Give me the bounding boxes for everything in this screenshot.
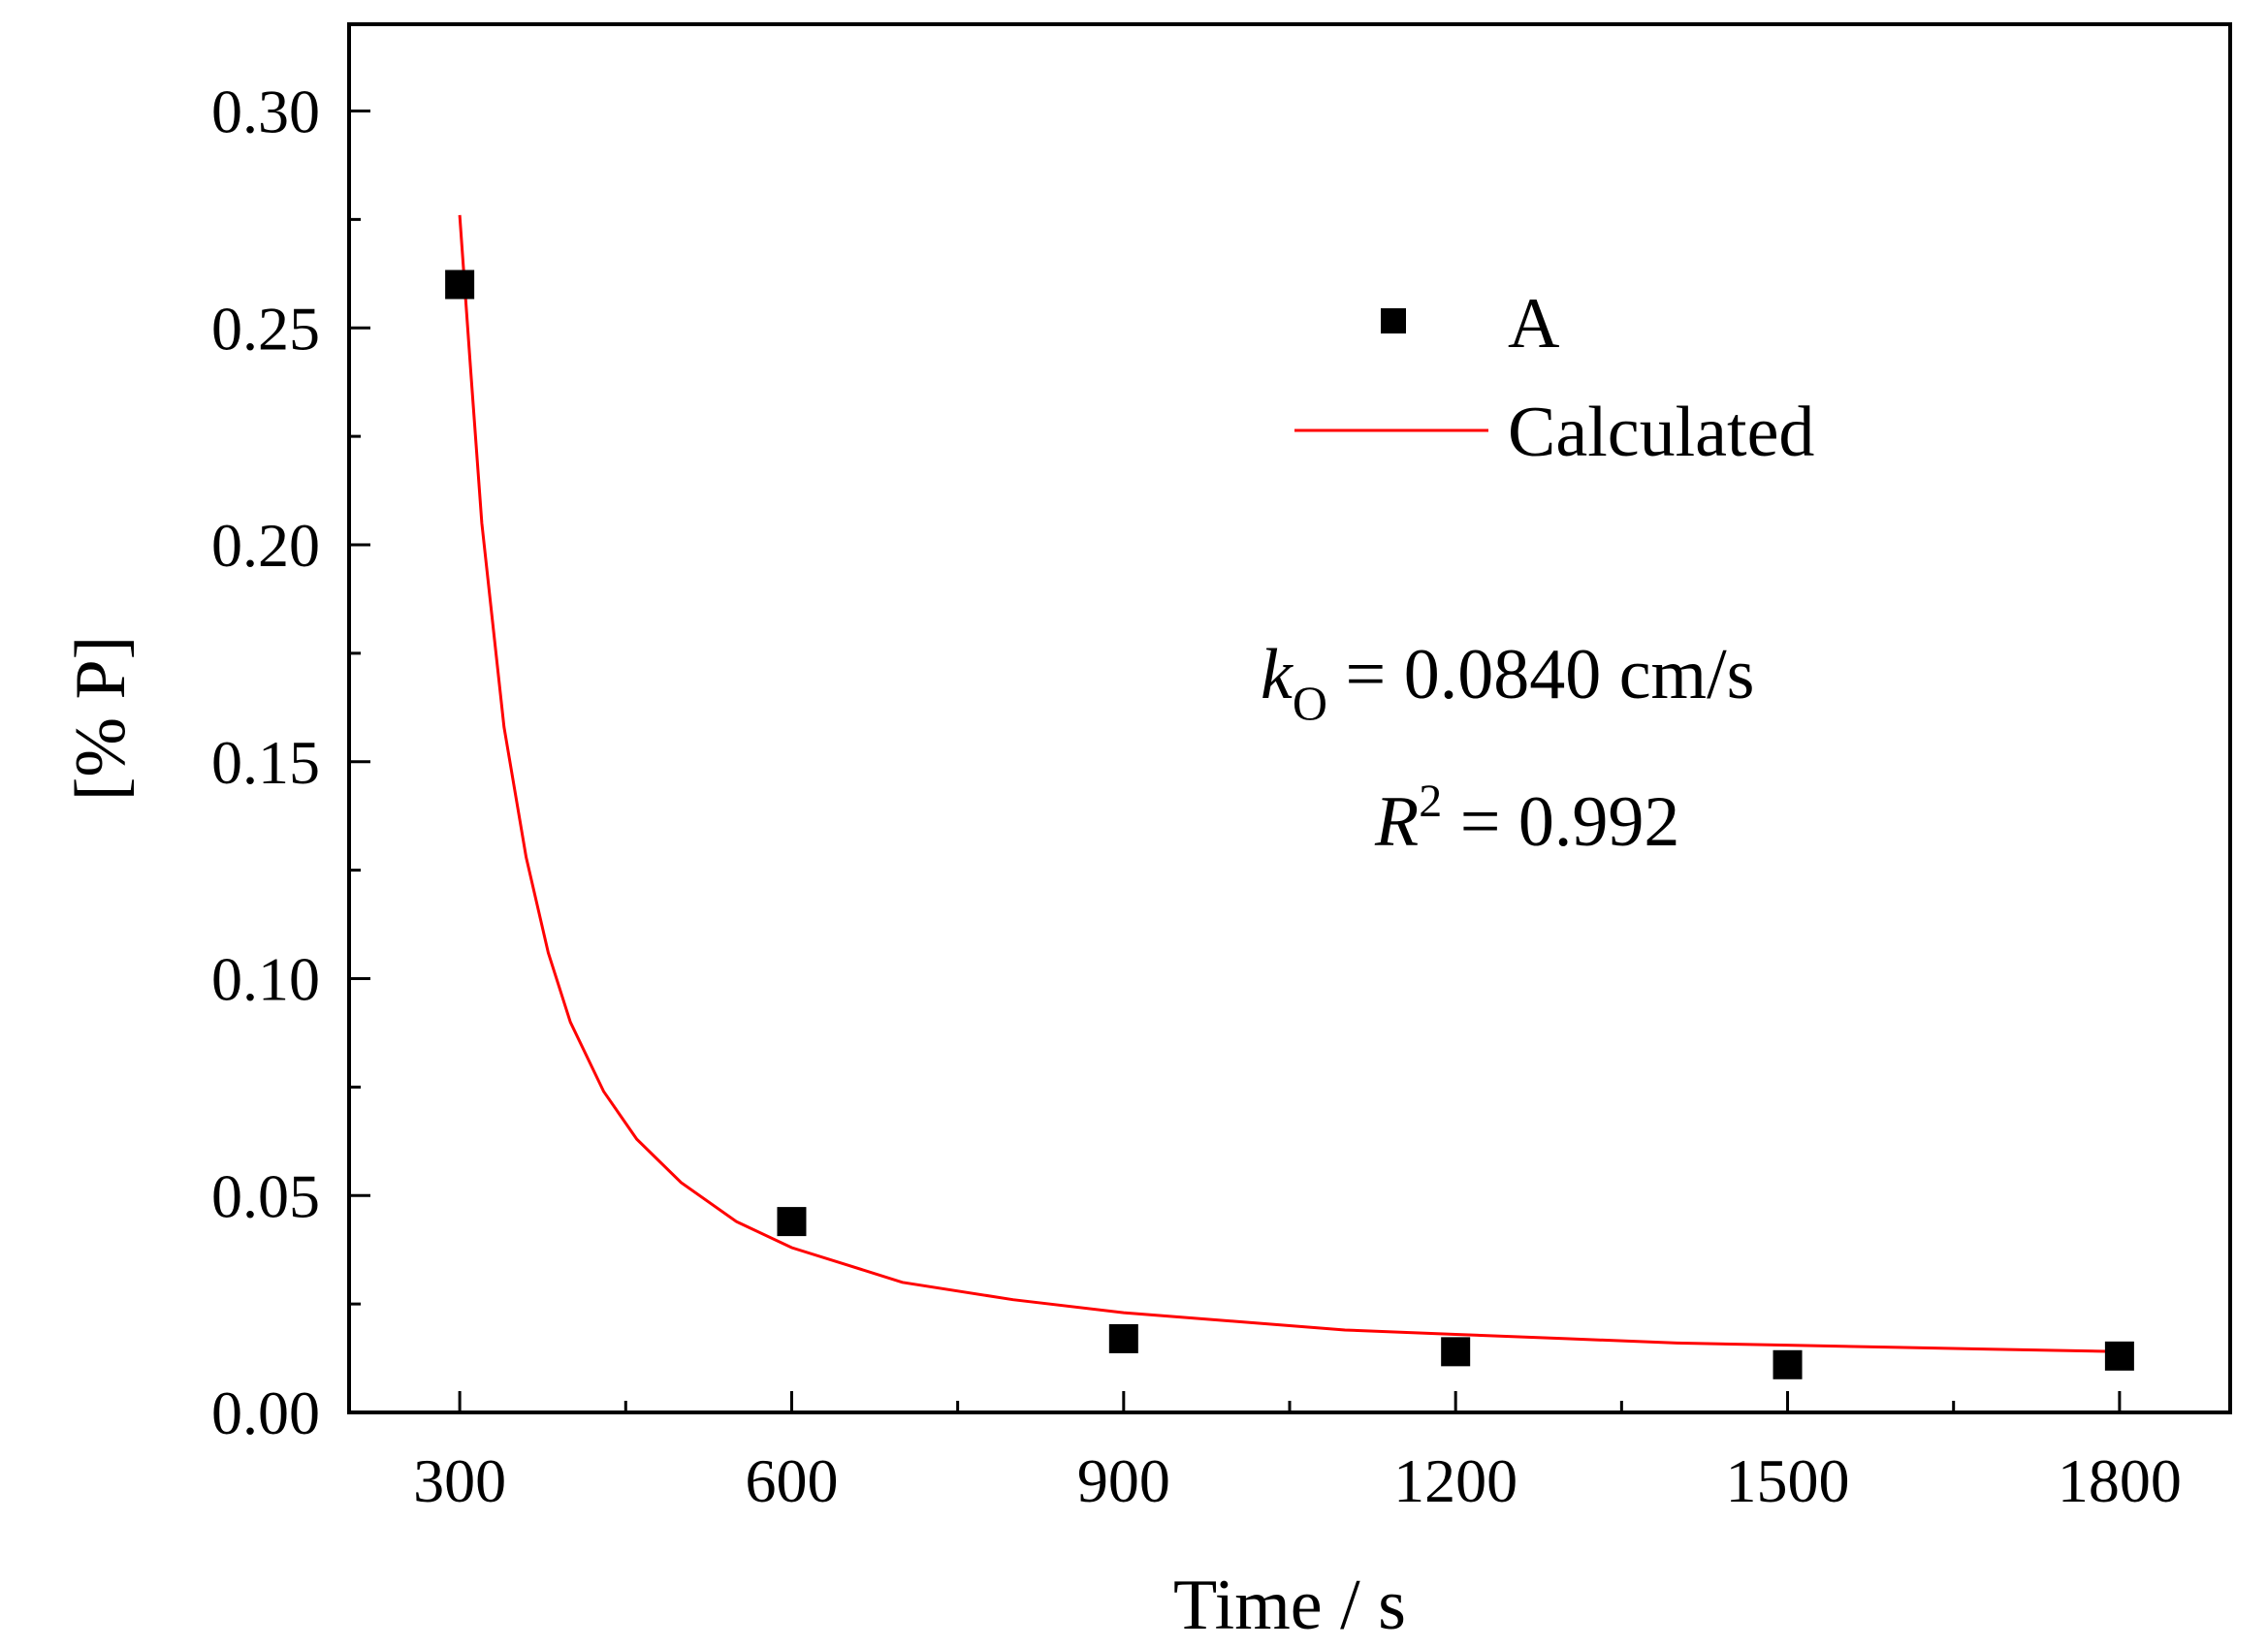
x-tick-label: 1500 — [1726, 1446, 1850, 1515]
r-superscript: 2 — [1419, 776, 1442, 827]
r-symbol: R — [1374, 782, 1419, 862]
legend-marker-a — [1381, 308, 1406, 333]
x-tick-label: 1800 — [2058, 1446, 2182, 1515]
x-axis-title: Time / s — [1173, 1566, 1406, 1645]
y-tick-label: 0.20 — [211, 511, 320, 580]
legend-label-calculated: Calculated — [1508, 393, 1814, 472]
legend: A Calculated — [1294, 284, 1814, 472]
y-tick-label: 0.25 — [211, 294, 320, 363]
data-point-a — [445, 269, 475, 300]
data-point-a — [1108, 1323, 1138, 1353]
k-symbol: k — [1261, 635, 1294, 714]
a-series — [445, 269, 2134, 1379]
plot-frame — [347, 22, 2232, 1414]
y-tick-label: 0.15 — [211, 728, 320, 797]
calculated-line — [458, 214, 2120, 1353]
k-subscript: O — [1293, 676, 1327, 730]
x-tick-label: 600 — [745, 1446, 838, 1515]
y-tick-label: 0.05 — [211, 1161, 320, 1230]
y-axis-title: [% P] — [61, 636, 141, 802]
x-tick-labels: 300 600 900 1200 1500 1800 — [413, 1446, 2182, 1515]
y-tick-label: 0.00 — [211, 1379, 320, 1447]
x-tick-label: 1200 — [1393, 1446, 1517, 1515]
data-point-a — [1441, 1337, 1471, 1367]
r2-annotation: R2 = 0.992 — [1374, 776, 1679, 862]
r2-value: = 0.992 — [1442, 782, 1679, 862]
y-tick-label: 0.30 — [211, 78, 320, 146]
data-point-a — [1773, 1349, 1803, 1379]
x-tick-label: 300 — [413, 1446, 506, 1515]
y-tick-label: 0.10 — [211, 945, 320, 1014]
calculated-series — [458, 214, 2120, 1353]
y-tick-labels: 0.00 0.05 0.10 0.15 0.20 0.25 0.30 — [211, 78, 320, 1448]
axis-ticks — [349, 110, 2122, 1414]
x-tick-label: 900 — [1077, 1446, 1170, 1515]
data-point-a — [2104, 1341, 2134, 1371]
k-value: = 0.0840 cm/s — [1327, 635, 1755, 714]
legend-label-a: A — [1508, 284, 1559, 364]
k-annotation: kO = 0.0840 cm/s — [1261, 635, 1754, 730]
data-point-a — [777, 1207, 807, 1237]
